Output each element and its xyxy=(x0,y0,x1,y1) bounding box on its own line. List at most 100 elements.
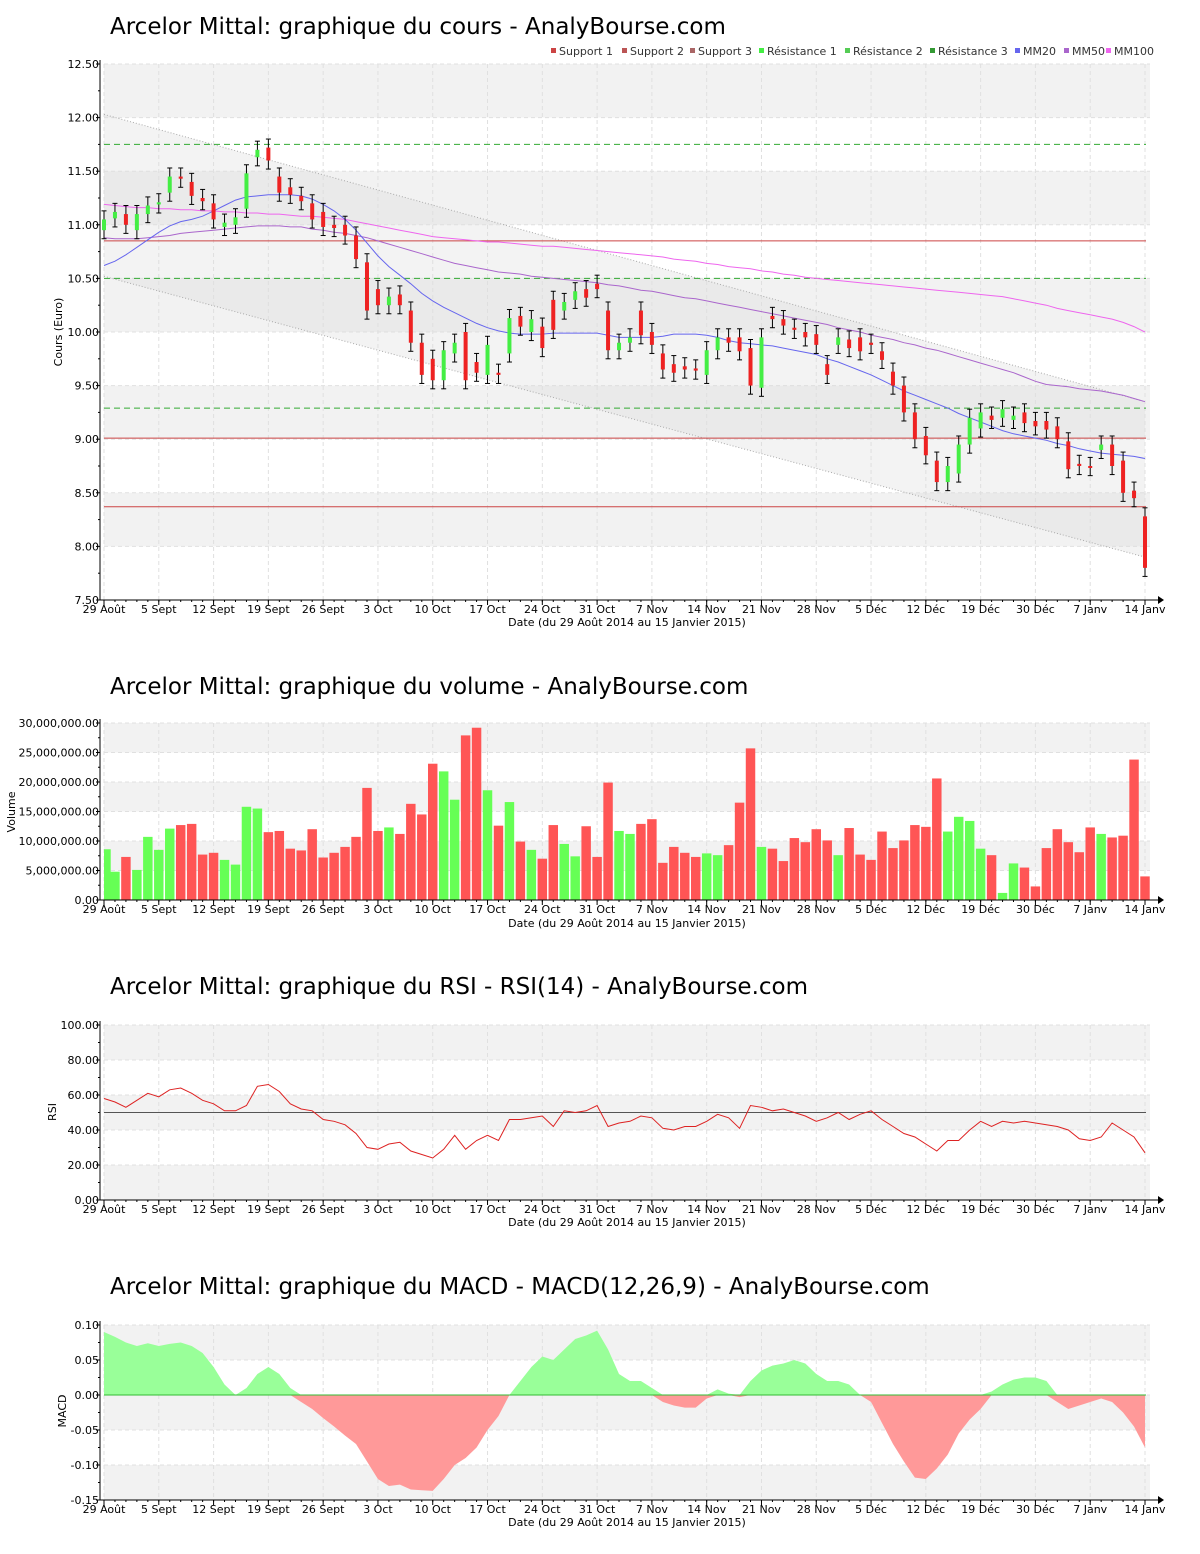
volume-bar xyxy=(395,833,405,900)
candle-up xyxy=(255,149,260,158)
x-tick-label: 12 Déc xyxy=(906,1503,945,1516)
candle-up xyxy=(715,337,720,351)
x-tick-label: 5 Sept xyxy=(141,903,177,916)
volume-bar xyxy=(537,858,548,900)
volume-bar xyxy=(997,892,1008,900)
candle-up xyxy=(759,337,764,388)
x-tick-label: 14 Janv xyxy=(1125,903,1166,916)
volume-bar xyxy=(417,814,427,900)
volume-bar xyxy=(132,869,142,900)
volume-bar xyxy=(767,848,778,900)
y-tick-label: 20,000,000.00 xyxy=(19,776,99,789)
x-tick-label: 17 Oct xyxy=(469,1503,506,1516)
x-tick-label: 12 Sept xyxy=(192,603,235,616)
x-tick-label: 21 Nov xyxy=(742,1203,781,1216)
x-tick-label: 12 Sept xyxy=(192,903,235,916)
x-tick-label: 19 Sept xyxy=(247,603,290,616)
x-tick-label: 17 Oct xyxy=(469,603,506,616)
grid-band xyxy=(104,1465,1150,1500)
y-tick-label: 15,000,000.00 xyxy=(19,806,99,819)
x-tick-label: 19 Sept xyxy=(247,1503,290,1516)
volume-bar xyxy=(471,727,482,900)
volume-bar xyxy=(723,845,734,900)
volume-bar xyxy=(104,849,111,900)
x-tick-label: 30 Déc xyxy=(1016,903,1055,916)
volume-bar xyxy=(208,852,219,900)
volume-bar xyxy=(756,846,767,900)
volume-bar xyxy=(866,859,876,900)
candle-down xyxy=(682,366,687,370)
x-tick-label: 30 Déc xyxy=(1016,1203,1055,1216)
grid-band xyxy=(104,492,1150,547)
grid-band xyxy=(104,64,1150,118)
y-tick-label: 7.50 xyxy=(75,594,100,607)
grid-band xyxy=(104,1395,1150,1430)
macd-positive-area xyxy=(104,1330,1145,1395)
volume-bar xyxy=(910,825,920,900)
volume-bar xyxy=(351,836,361,900)
x-tick-label: 5 Sept xyxy=(141,1503,177,1516)
x-tick-label: 7 Janv xyxy=(1073,1203,1107,1216)
volume-bars xyxy=(104,727,1150,900)
volume-bar xyxy=(789,838,800,900)
legend-entry: Résistance 3 xyxy=(938,45,1008,58)
macd-chart-title: Arcelor Mittal: graphique du MACD - MACD… xyxy=(110,1274,930,1300)
volume-bar xyxy=(197,854,208,900)
volume-bar xyxy=(822,840,832,900)
x-tick-label: 21 Nov xyxy=(742,903,781,916)
candle-up xyxy=(704,350,709,375)
macd-y-label: MACD xyxy=(56,1395,69,1428)
grid-band xyxy=(104,782,1150,812)
candle-up xyxy=(452,342,457,354)
volume-bar xyxy=(548,825,559,900)
candle-down xyxy=(375,289,380,306)
candle-down xyxy=(496,372,501,375)
volume-bar xyxy=(1030,886,1041,900)
candle-down xyxy=(364,262,369,311)
price-support-resistance xyxy=(104,143,1146,508)
volume-bar xyxy=(362,787,372,900)
candle-up xyxy=(573,291,578,300)
candle-down xyxy=(989,415,994,420)
x-tick-label: 5 Sept xyxy=(141,603,177,616)
volume-x-label: Date (du 29 Août 2014 au 15 Janvier 2015… xyxy=(508,917,746,930)
volume-bar xyxy=(493,825,504,900)
x-tick-label: 10 Oct xyxy=(414,1203,451,1216)
candle-up xyxy=(441,350,446,381)
macd-y-ticks: 0.10 0.05 0.00 -0.05 -0.10 -0.15 xyxy=(71,1319,100,1507)
x-tick-label: 19 Déc xyxy=(961,1503,1000,1516)
candle-down xyxy=(847,339,852,349)
candle-down xyxy=(660,353,665,370)
legend-swatch xyxy=(551,48,556,53)
macd-area xyxy=(104,1330,1146,1491)
candle-down xyxy=(310,203,315,220)
volume-bar xyxy=(296,850,306,900)
candle-down xyxy=(1110,444,1115,466)
rsi-axes xyxy=(99,1021,1164,1204)
legend-entry: Support 2 xyxy=(630,45,684,58)
x-tick-label: 12 Déc xyxy=(906,603,945,616)
x-tick-label: 26 Sept xyxy=(302,1503,345,1516)
volume-bar xyxy=(318,857,328,900)
volume-bar xyxy=(1107,837,1117,900)
volume-bar xyxy=(186,823,197,900)
x-tick-label: 26 Sept xyxy=(302,903,345,916)
y-tick-label: 0.00 xyxy=(75,1389,100,1402)
candle-down xyxy=(1077,463,1082,466)
x-tick-label: 3 Oct xyxy=(363,603,393,616)
candle-down xyxy=(299,195,304,202)
candle-up xyxy=(1099,444,1104,450)
x-tick-label: 30 Déc xyxy=(1016,1503,1055,1516)
x-tick-label: 5 Déc xyxy=(855,903,887,916)
candle-down xyxy=(540,326,545,349)
volume-bar xyxy=(406,803,416,900)
x-tick-label: 24 Oct xyxy=(524,603,561,616)
macd-axes xyxy=(99,1321,1164,1504)
grid-band xyxy=(104,1165,1150,1200)
legend-swatch xyxy=(930,48,935,53)
candle-down xyxy=(858,337,863,352)
volume-bar xyxy=(121,856,131,900)
y-tick-label: 11.50 xyxy=(68,165,100,178)
volume-bar xyxy=(811,829,821,900)
volume-bar xyxy=(307,829,317,900)
